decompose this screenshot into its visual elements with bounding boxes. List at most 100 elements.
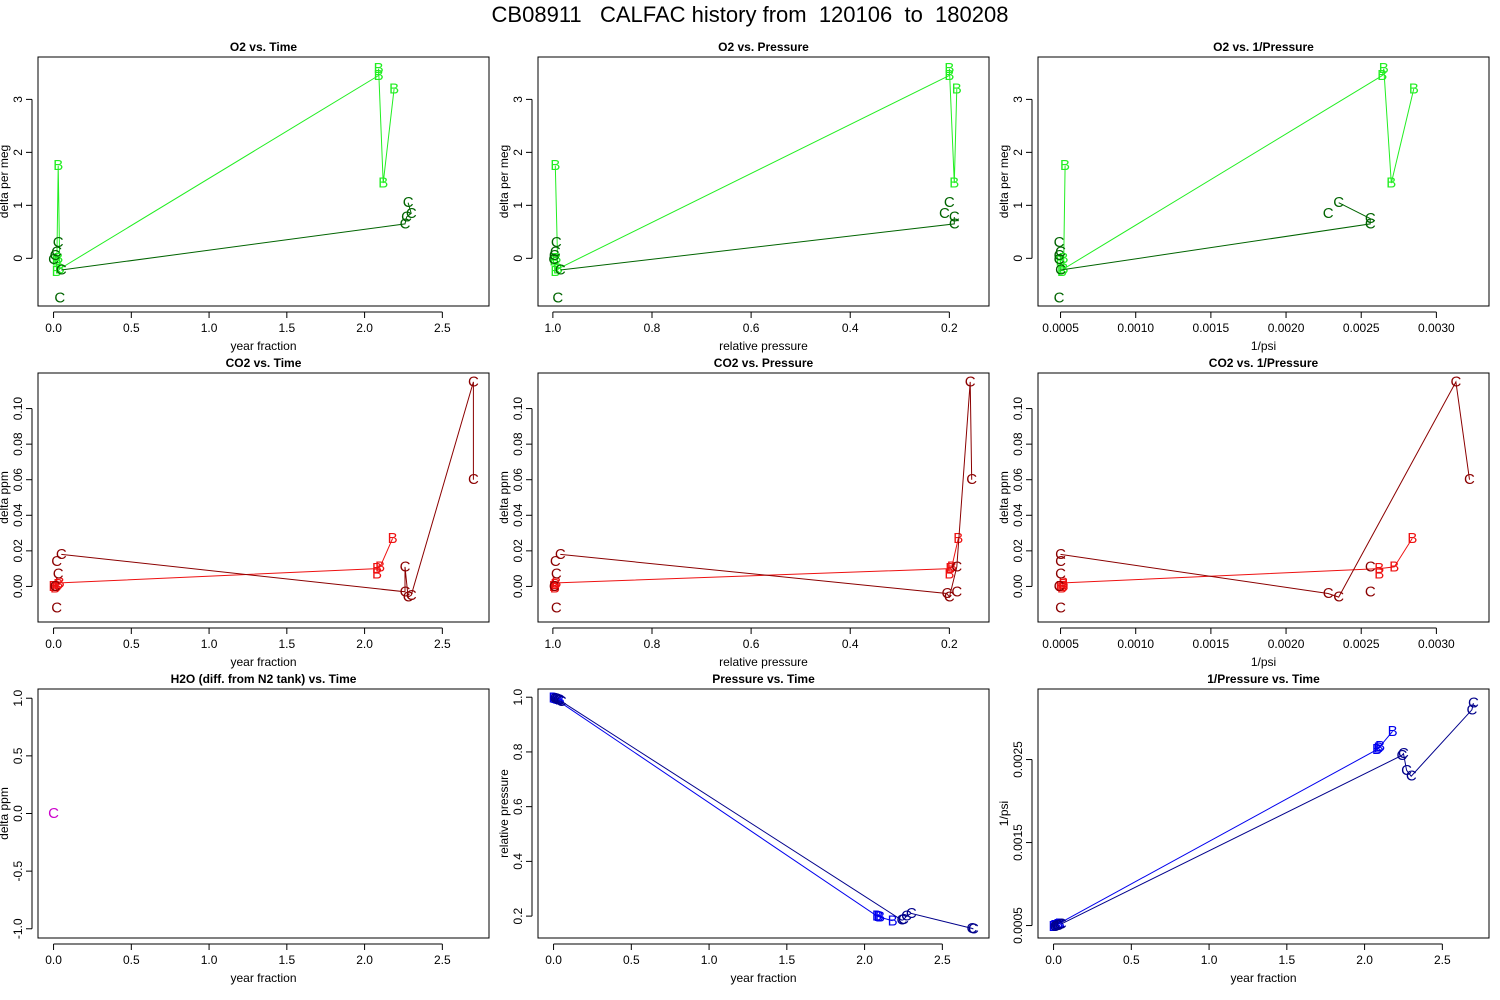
data-point: C — [1466, 701, 1477, 718]
data-point: B — [1409, 80, 1419, 97]
y-axis-label: delta ppm — [497, 471, 511, 524]
y-tick-label: 0.08 — [511, 432, 525, 456]
data-point: C — [56, 546, 67, 563]
y-tick-label: 0.06 — [11, 468, 25, 492]
y-tick-label: 1 — [1011, 202, 1025, 209]
x-tick-label: 1.0 — [201, 953, 218, 967]
data-point: C — [1464, 471, 1475, 488]
data-point: C — [965, 373, 976, 390]
data-point: C — [550, 553, 561, 570]
data-point: B — [1059, 574, 1069, 591]
x-axis: 0.0 0.5 1.0 1.5 2.0 2.5 year fraction — [45, 943, 451, 985]
series-C: C — [48, 805, 59, 822]
data-point: B — [550, 580, 560, 597]
data-point: B — [53, 576, 63, 593]
data-point: B — [55, 260, 65, 277]
y-tick-label: 0.08 — [1011, 432, 1025, 456]
data-point: B — [1059, 576, 1069, 593]
data-point: B — [53, 157, 63, 174]
data-point: C — [939, 205, 950, 222]
series-line — [1053, 730, 1393, 927]
y-axis-label: delta ppm — [0, 787, 11, 840]
data-point: B — [947, 558, 957, 575]
x-tick-label: 0.0010 — [1117, 321, 1154, 335]
series-line — [561, 700, 974, 930]
x-tick-label: 2.5 — [434, 953, 451, 967]
x-tick-label: 0.0 — [45, 321, 62, 335]
data-point: B — [949, 175, 959, 192]
data-point: B — [549, 578, 559, 595]
y-tick-label: 0.0005 — [1011, 907, 1025, 944]
data-point: C — [1365, 210, 1376, 227]
data-point: B — [1372, 741, 1382, 758]
data-point: C — [554, 692, 565, 709]
x-tick-label: 0.6 — [743, 637, 760, 651]
data-point: B — [874, 908, 884, 925]
data-point: B — [944, 565, 954, 582]
x-tick-label: 0.2 — [941, 637, 958, 651]
x-tick-label: 0.0 — [45, 637, 62, 651]
data-point: C — [951, 558, 962, 575]
x-tick-label: 0.0 — [545, 953, 562, 967]
data-point: C — [949, 215, 960, 232]
data-point: B — [374, 67, 384, 84]
y-tick-label: 3 — [11, 96, 25, 103]
data-point: B — [553, 260, 563, 277]
data-point: C — [1398, 745, 1409, 762]
data-point: C — [898, 911, 909, 928]
data-point: C — [406, 587, 417, 604]
x-axis: 0.0 0.5 1.0 1.5 2.0 2.5 year fraction — [545, 943, 951, 985]
series-line — [554, 68, 958, 270]
data-point: C — [50, 578, 61, 595]
data-point: C — [556, 693, 567, 710]
y-tick-label: 0.0 — [11, 805, 25, 822]
x-axis: 0.0005 0.0010 0.0015 0.0020 0.0025 0.0030 1/ps… — [1042, 627, 1455, 669]
chart-co2-pressure: CO2 vs. Pressure 1.0 0.8 0.6 0.4 0.2 relative … — [497, 356, 990, 669]
data-point: C — [1396, 747, 1407, 764]
x-tick-label: 1.5 — [278, 321, 295, 335]
x-tick-label: 2.0 — [856, 953, 873, 967]
series-line — [556, 538, 959, 584]
y-tick-label: 0.10 — [1011, 397, 1025, 421]
y-tick-label: 0.8 — [511, 743, 525, 760]
data-point: B — [549, 252, 559, 269]
data-point: B — [1374, 565, 1384, 582]
data-point: C — [400, 583, 411, 600]
plot-frame — [1037, 372, 1490, 623]
x-axis-label: year fraction — [730, 971, 796, 985]
series-line — [1060, 202, 1371, 271]
data-point: B — [944, 60, 954, 77]
data-point: C — [551, 691, 562, 708]
x-axis: 0.0 0.5 1.0 1.5 2.0 2.5 year fraction — [45, 311, 451, 353]
data-point: B — [1379, 60, 1389, 77]
data-point: B — [1374, 560, 1384, 577]
x-tick-label: 0.0010 — [1117, 637, 1154, 651]
x-tick-label: 0.4 — [842, 637, 859, 651]
x-axis: 1.0 0.8 0.6 0.4 0.2 relative pressure — [545, 627, 958, 669]
data-point: C — [1054, 247, 1065, 264]
x-axis-label: relative pressure — [719, 339, 808, 353]
x-axis-label: 1/psi — [1251, 655, 1276, 669]
data-point: B — [555, 691, 565, 708]
data-point: C — [1323, 585, 1334, 602]
y-tick-label: 0.2 — [511, 907, 525, 924]
x-axis: 1.0 0.8 0.6 0.4 0.2 relative pressure — [545, 311, 958, 353]
data-point: B — [1056, 252, 1066, 269]
x-tick-label: 2.0 — [1356, 953, 1373, 967]
chart-title: CO2 vs. 1/Pressure — [1209, 356, 1319, 370]
plot-frame — [1037, 56, 1490, 307]
data-point: B — [549, 578, 559, 595]
data-point: C — [944, 589, 955, 606]
plot-frame — [37, 372, 490, 623]
data-point: C — [1050, 918, 1061, 935]
data-point: C — [550, 243, 561, 260]
data-point: B — [875, 909, 885, 926]
data-point: C — [548, 251, 559, 268]
y-axis: 0 1 2 3 delta per meg — [997, 96, 1033, 262]
y-tick-label: 0 — [511, 255, 525, 262]
data-point: B — [550, 690, 560, 707]
data-point: B — [1059, 578, 1069, 595]
data-point: C — [552, 290, 563, 307]
